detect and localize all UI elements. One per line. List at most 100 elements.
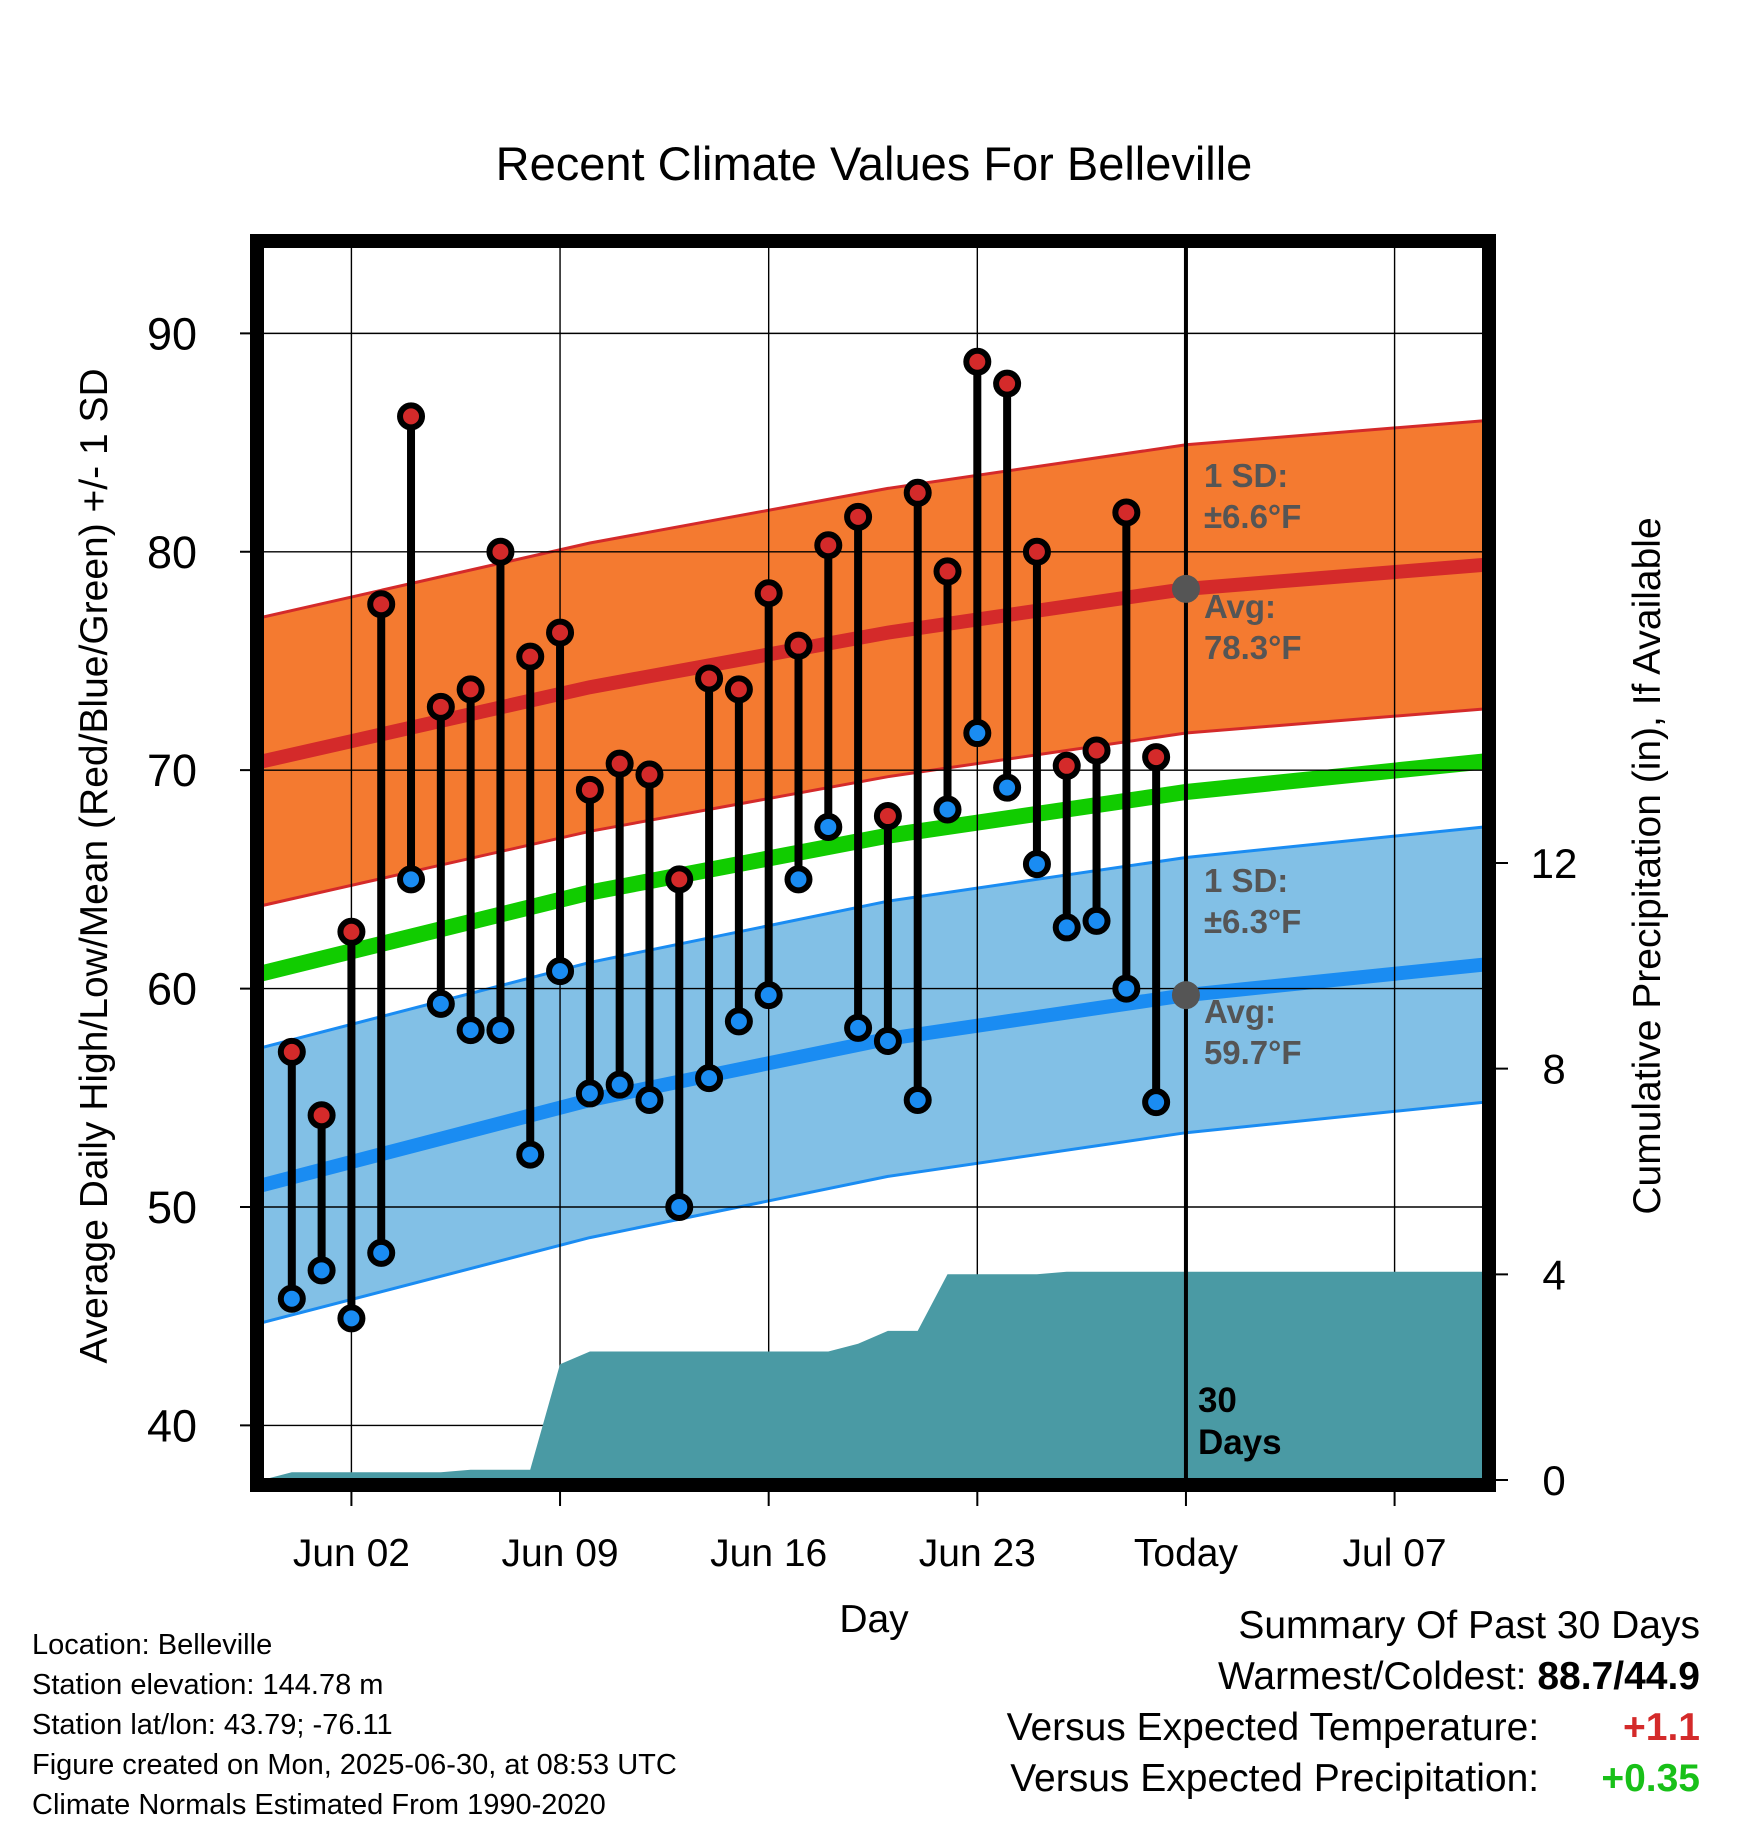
y-tick-label-left: 50	[147, 1182, 197, 1233]
daily-high-dot	[397, 402, 426, 431]
daily-low-dot	[963, 719, 992, 748]
annotations: 1 SD: ±6.6°F Avg: 78.3°F 1 SD: ±6.3°F Avg: 59.7…	[1171, 246, 1302, 1480]
daily-high-dot	[486, 537, 515, 566]
y-axis-label-right: Cumulative Precipitation (in), If Availa…	[1626, 517, 1669, 1214]
high-sd-band	[262, 420, 1484, 906]
summary-panel: Summary Of Past 30 Days Warmest/Coldest:…	[1007, 1600, 1700, 1804]
daily-low-dot	[844, 1013, 873, 1042]
daily-temperature-marks	[277, 347, 1171, 1333]
y-tick-label-left: 90	[147, 308, 197, 359]
high-avg-label: Avg:	[1204, 588, 1276, 625]
daily-low-dot	[605, 1070, 634, 1099]
y-axis-label-left: Average Daily High/Low/Mean (Red/Blue/Gr…	[73, 368, 116, 1363]
daily-low-dot	[695, 1064, 724, 1093]
daily-high-dot	[367, 590, 396, 619]
daily-high-dot	[1142, 743, 1171, 772]
info-created: Figure created on Mon, 2025-06-30, at 08…	[32, 1749, 677, 1781]
daily-high-dot	[933, 557, 962, 586]
daily-high-dot	[426, 692, 455, 721]
warm-cold-value: 88.7/44.9	[1537, 1655, 1700, 1698]
daily-high-dot	[337, 917, 366, 946]
daily-high-dot	[724, 675, 753, 704]
low-avg-label: Avg:	[1204, 993, 1276, 1030]
daily-low-dot	[1052, 913, 1081, 942]
precip-label: Versus Expected Precipitation:	[1010, 1757, 1540, 1800]
high-sd-label: 1 SD:	[1204, 457, 1288, 494]
x-tick-label: Jun 16	[710, 1532, 827, 1575]
daily-high-dot	[1022, 537, 1051, 566]
summary-temp: Versus Expected Temperature: +1.1	[1007, 1702, 1700, 1753]
y-tick-label-right: 0	[1542, 1457, 1565, 1504]
daily-low-dot	[337, 1304, 366, 1333]
info-elevation: Station elevation: 144.78 m	[32, 1669, 384, 1701]
daily-high-dot	[814, 531, 843, 560]
daily-low-dot	[873, 1027, 902, 1056]
daily-high-dot	[784, 631, 813, 660]
y-tick-label-left: 60	[147, 964, 197, 1015]
daily-high-dot	[665, 865, 694, 894]
low-sd-label: 1 SD:	[1204, 862, 1288, 899]
daily-low-dot	[903, 1085, 932, 1114]
normal-high-line	[262, 557, 1484, 769]
plot-frame	[250, 234, 1496, 1492]
daily-low-dot	[516, 1140, 545, 1169]
daily-high-dot	[754, 579, 783, 608]
y-tick-label-left: 80	[147, 527, 197, 578]
y-tick-label-right: 12	[1531, 840, 1578, 887]
daily-high-dot	[1082, 736, 1111, 765]
precipitation-area	[262, 1271, 1484, 1480]
daily-high-dot	[844, 502, 873, 531]
daily-low-dot	[933, 795, 962, 824]
temp-label: Versus Expected Temperature:	[1006, 1706, 1540, 1749]
daily-low-dot	[784, 865, 813, 894]
x-axis-label: Day	[839, 1598, 909, 1641]
daily-low-dot	[456, 1016, 485, 1045]
high-sd-upper-edge	[262, 419, 1484, 619]
summary-title: Summary Of Past 30 Days	[1238, 1604, 1700, 1647]
x-tick-label: Jun 09	[501, 1532, 618, 1575]
daily-low-dot	[814, 812, 843, 841]
low-sd-lower-edge	[262, 1100, 1484, 1325]
days-label-number: 30	[1198, 1381, 1237, 1420]
daily-low-dot	[993, 773, 1022, 802]
daily-low-dot	[754, 981, 783, 1010]
days-label-text: Days	[1198, 1423, 1282, 1462]
daily-low-dot	[1022, 850, 1051, 879]
info-normals: Climate Normals Estimated From 1990-2020	[32, 1789, 606, 1821]
daily-high-dot	[516, 642, 545, 671]
chart-title: Recent Climate Values For Belleville	[496, 137, 1253, 190]
daily-high-dot	[1052, 751, 1081, 780]
daily-high-dot	[903, 478, 932, 507]
x-tick-label: Today	[1134, 1532, 1239, 1575]
daily-low-dot	[1082, 906, 1111, 935]
daily-high-dot	[546, 618, 575, 647]
daily-low-dot	[1112, 974, 1141, 1003]
daily-low-dot	[665, 1192, 694, 1221]
today-low-normal-marker	[1171, 981, 1200, 1010]
daily-high-dot	[993, 369, 1022, 398]
daily-low-dot	[426, 989, 455, 1018]
daily-high-dot	[873, 802, 902, 831]
today-high-normal-marker	[1171, 574, 1200, 603]
cumulative-precip-area	[262, 1271, 1484, 1480]
daily-high-dot	[307, 1101, 336, 1130]
daily-low-dot	[307, 1256, 336, 1285]
low-avg-value: 59.7°F	[1204, 1034, 1302, 1071]
y-tick-label-left: 70	[147, 745, 197, 796]
daily-low-dot	[546, 957, 575, 986]
daily-low-dot	[635, 1085, 664, 1114]
info-location: Location: Belleville	[32, 1629, 273, 1661]
daily-low-dot	[1142, 1088, 1171, 1117]
low-sd-band	[262, 827, 1484, 1323]
y-tick-label-left: 40	[147, 1400, 197, 1451]
high-avg-value: 78.3°F	[1204, 629, 1302, 666]
daily-low-dot	[486, 1016, 515, 1045]
daily-low-dot	[397, 865, 426, 894]
y-tick-label-right: 4	[1542, 1251, 1565, 1298]
daily-low-dot	[277, 1284, 306, 1313]
info-latlon: Station lat/lon: 43.79; -76.11	[32, 1709, 393, 1741]
daily-high-dot	[695, 664, 724, 693]
daily-high-dot	[635, 760, 664, 789]
daily-high-dot	[605, 749, 634, 778]
